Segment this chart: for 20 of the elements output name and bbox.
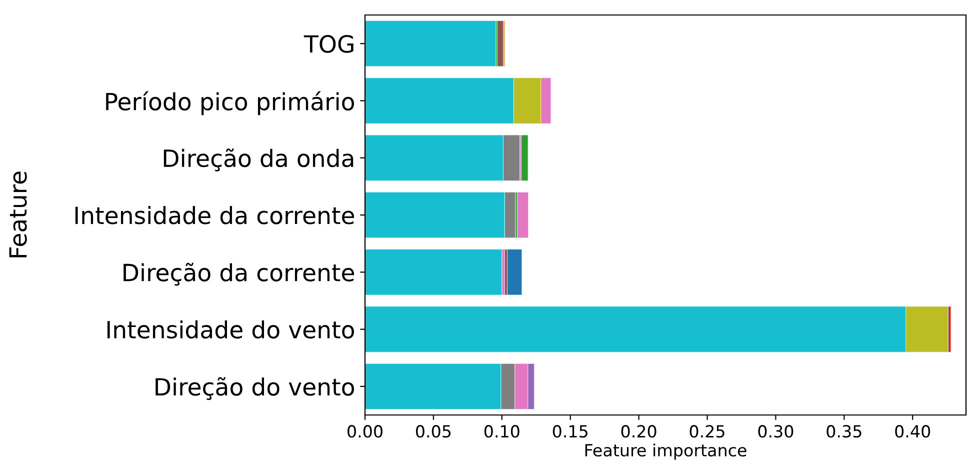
y-tick-label: Intensidade do vento: [107, 320, 354, 339]
x-tick-label: 0.25: [690, 425, 724, 438]
x-tick-label: 0.05: [416, 425, 451, 438]
y-tick-label: Direção da onda: [164, 148, 354, 172]
y-tick-label: TOG: [304, 35, 354, 53]
x-tick-label: 0.20: [621, 425, 656, 438]
y-tick-label: Direção do vento: [156, 377, 354, 400]
y-tick-label: Direção da corrente: [124, 262, 354, 286]
x-tick-label: 0.40: [895, 425, 930, 438]
bar: [365, 249, 502, 296]
x-tick-label: 0.35: [826, 425, 862, 438]
x-tick-label: 0.10: [484, 425, 520, 438]
y-tick-label: Período pico primário: [106, 91, 354, 116]
x-tick-label: 0.15: [552, 425, 588, 438]
y-tick-label: Intensidade da corrente: [75, 206, 354, 224]
y-axis-title: Feature: [9, 172, 27, 258]
bar: [507, 249, 522, 296]
x-tick-label: 0.30: [758, 425, 794, 438]
x-axis-title: Feature importance: [585, 444, 746, 460]
x-tick-label: 0.00: [348, 425, 382, 438]
